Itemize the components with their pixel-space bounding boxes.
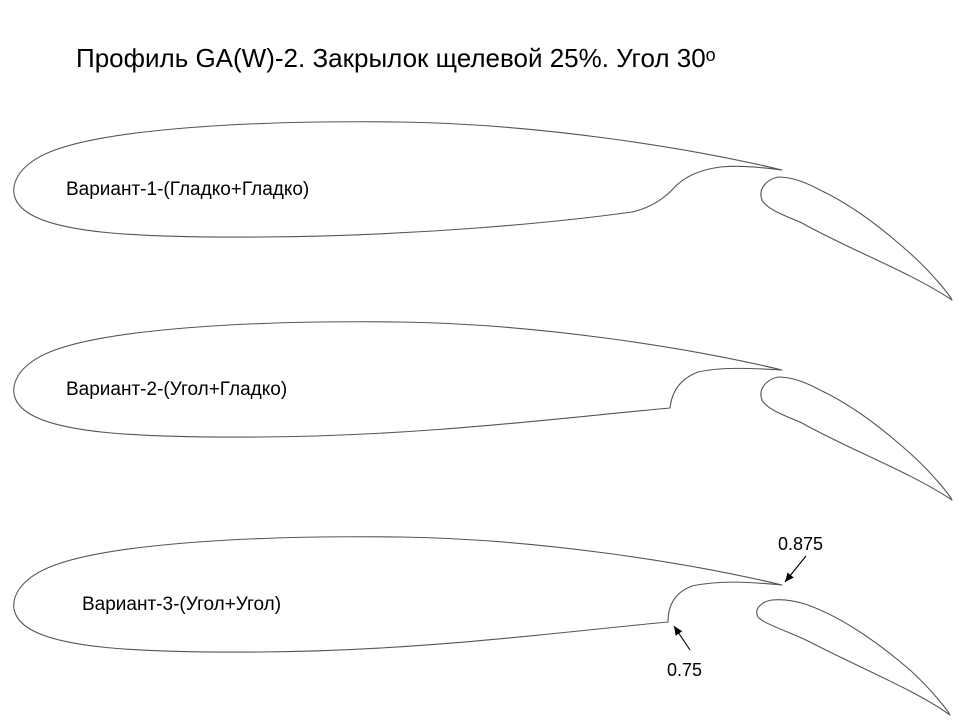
- variant-3-flap: [756, 599, 951, 716]
- upper-annotation-label: 0.875: [778, 534, 823, 554]
- variant-2-main-wing: [13, 321, 783, 438]
- diagram-title-main: Профиль GA(W)-2. Закрылок щелевой 25%. У…: [76, 43, 706, 73]
- variant-1-group: Вариант-1-(Гладко+Гладко): [13, 121, 953, 301]
- lower-annotation-arrow: [673, 625, 691, 651]
- variant-3-group: Вариант-3-(Угол+Угол) 0.875 0.75: [13, 534, 951, 716]
- variant-3-label: Вариант-3-(Угол+Угол): [82, 594, 281, 615]
- diagram-title: Профиль GA(W)-2. Закрылок щелевой 25%. У…: [76, 43, 716, 73]
- variant-1-main-wing: [13, 121, 783, 238]
- variant-2-flap: [760, 376, 953, 501]
- lower-annotation-label: 0.75: [667, 660, 702, 680]
- upper-annotation-arrow: [784, 555, 807, 583]
- variant-3-main-wing: [13, 536, 783, 653]
- variant-2-group: Вариант-2-(Угол+Гладко): [13, 321, 953, 501]
- diagram-title-superscript: о: [706, 45, 716, 65]
- variant-1-label: Вариант-1-(Гладко+Гладко): [66, 179, 309, 200]
- variant-1-flap: [760, 176, 953, 301]
- variant-2-label: Вариант-2-(Угол+Гладко): [66, 379, 287, 400]
